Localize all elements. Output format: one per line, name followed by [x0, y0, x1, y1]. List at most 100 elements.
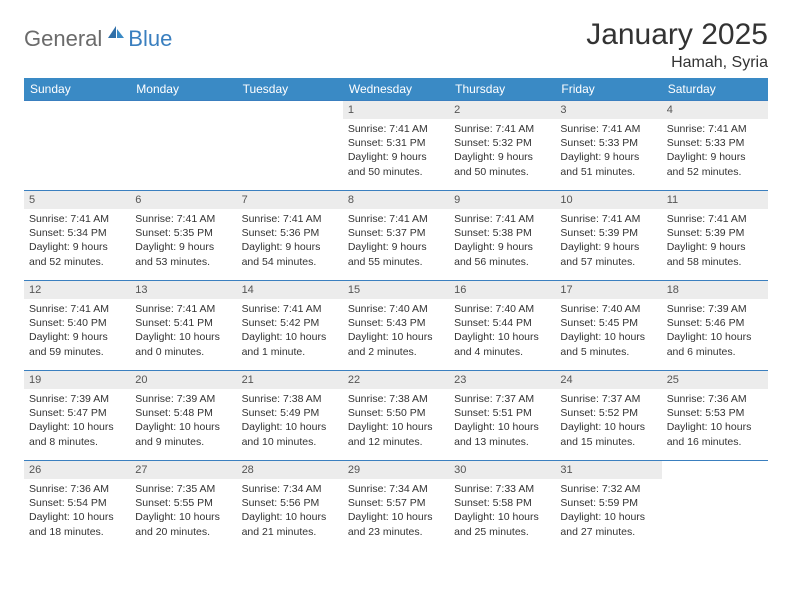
daylight-text: Daylight: 10 hours and 27 minutes. — [560, 510, 656, 538]
calendar-cell — [662, 461, 768, 551]
sunset-text: Sunset: 5:59 PM — [560, 496, 656, 510]
location-label: Hamah, Syria — [586, 54, 768, 72]
sunrise-text: Sunrise: 7:41 AM — [135, 302, 231, 316]
daylight-text: Daylight: 9 hours and 50 minutes. — [348, 150, 444, 178]
day-content: Sunrise: 7:41 AMSunset: 5:42 PMDaylight:… — [237, 299, 343, 364]
sunrise-text: Sunrise: 7:39 AM — [667, 302, 763, 316]
calendar-cell: 9Sunrise: 7:41 AMSunset: 5:38 PMDaylight… — [449, 191, 555, 281]
calendar-cell: 12Sunrise: 7:41 AMSunset: 5:40 PMDayligh… — [24, 281, 130, 371]
sunrise-text: Sunrise: 7:41 AM — [242, 212, 338, 226]
sunrise-text: Sunrise: 7:39 AM — [29, 392, 125, 406]
sunset-text: Sunset: 5:33 PM — [667, 136, 763, 150]
day-header-saturday: Saturday — [662, 78, 768, 101]
sunrise-text: Sunrise: 7:37 AM — [560, 392, 656, 406]
calendar-cell: 2Sunrise: 7:41 AMSunset: 5:32 PMDaylight… — [449, 101, 555, 191]
sunrise-text: Sunrise: 7:37 AM — [454, 392, 550, 406]
sunrise-text: Sunrise: 7:41 AM — [135, 212, 231, 226]
sunset-text: Sunset: 5:52 PM — [560, 406, 656, 420]
daylight-text: Daylight: 10 hours and 2 minutes. — [348, 330, 444, 358]
calendar-cell: 20Sunrise: 7:39 AMSunset: 5:48 PMDayligh… — [130, 371, 236, 461]
calendar-cell: 13Sunrise: 7:41 AMSunset: 5:41 PMDayligh… — [130, 281, 236, 371]
sunrise-text: Sunrise: 7:40 AM — [348, 302, 444, 316]
sunset-text: Sunset: 5:44 PM — [454, 316, 550, 330]
calendar-cell: 23Sunrise: 7:37 AMSunset: 5:51 PMDayligh… — [449, 371, 555, 461]
day-content: Sunrise: 7:39 AMSunset: 5:48 PMDaylight:… — [130, 389, 236, 454]
calendar-cell: 25Sunrise: 7:36 AMSunset: 5:53 PMDayligh… — [662, 371, 768, 461]
calendar-cell: 16Sunrise: 7:40 AMSunset: 5:44 PMDayligh… — [449, 281, 555, 371]
calendar-cell: 28Sunrise: 7:34 AMSunset: 5:56 PMDayligh… — [237, 461, 343, 551]
calendar-header-row: Sunday Monday Tuesday Wednesday Thursday… — [24, 78, 768, 101]
day-content: Sunrise: 7:35 AMSunset: 5:55 PMDaylight:… — [130, 479, 236, 544]
day-number: 7 — [237, 191, 343, 209]
day-number: 6 — [130, 191, 236, 209]
day-content: Sunrise: 7:41 AMSunset: 5:34 PMDaylight:… — [24, 209, 130, 274]
day-content: Sunrise: 7:36 AMSunset: 5:54 PMDaylight:… — [24, 479, 130, 544]
day-number: 20 — [130, 371, 236, 389]
calendar-cell: 18Sunrise: 7:39 AMSunset: 5:46 PMDayligh… — [662, 281, 768, 371]
calendar-page: General Blue January 2025 Hamah, Syria S… — [0, 0, 792, 569]
calendar-cell: 26Sunrise: 7:36 AMSunset: 5:54 PMDayligh… — [24, 461, 130, 551]
daylight-text: Daylight: 10 hours and 12 minutes. — [348, 420, 444, 448]
day-number: 5 — [24, 191, 130, 209]
day-content: Sunrise: 7:41 AMSunset: 5:39 PMDaylight:… — [555, 209, 661, 274]
sunrise-text: Sunrise: 7:41 AM — [242, 302, 338, 316]
calendar-row: 26Sunrise: 7:36 AMSunset: 5:54 PMDayligh… — [24, 461, 768, 551]
logo-text-blue: Blue — [128, 26, 172, 52]
calendar-cell — [130, 101, 236, 191]
sunset-text: Sunset: 5:51 PM — [454, 406, 550, 420]
day-content: Sunrise: 7:38 AMSunset: 5:49 PMDaylight:… — [237, 389, 343, 454]
calendar-cell: 21Sunrise: 7:38 AMSunset: 5:49 PMDayligh… — [237, 371, 343, 461]
logo-sail-icon — [106, 24, 126, 45]
daylight-text: Daylight: 10 hours and 8 minutes. — [29, 420, 125, 448]
calendar-cell — [24, 101, 130, 191]
day-number: 9 — [449, 191, 555, 209]
sunrise-text: Sunrise: 7:41 AM — [29, 302, 125, 316]
calendar-row: 5Sunrise: 7:41 AMSunset: 5:34 PMDaylight… — [24, 191, 768, 281]
daylight-text: Daylight: 10 hours and 20 minutes. — [135, 510, 231, 538]
day-number — [130, 101, 236, 107]
sunset-text: Sunset: 5:48 PM — [135, 406, 231, 420]
sunset-text: Sunset: 5:37 PM — [348, 226, 444, 240]
daylight-text: Daylight: 9 hours and 53 minutes. — [135, 240, 231, 268]
calendar-row: 19Sunrise: 7:39 AMSunset: 5:47 PMDayligh… — [24, 371, 768, 461]
sunrise-text: Sunrise: 7:38 AM — [242, 392, 338, 406]
sunset-text: Sunset: 5:56 PM — [242, 496, 338, 510]
sunrise-text: Sunrise: 7:41 AM — [348, 212, 444, 226]
sunset-text: Sunset: 5:55 PM — [135, 496, 231, 510]
day-number: 21 — [237, 371, 343, 389]
calendar-cell: 4Sunrise: 7:41 AMSunset: 5:33 PMDaylight… — [662, 101, 768, 191]
day-content: Sunrise: 7:41 AMSunset: 5:41 PMDaylight:… — [130, 299, 236, 364]
sunset-text: Sunset: 5:50 PM — [348, 406, 444, 420]
day-number: 29 — [343, 461, 449, 479]
calendar-cell: 10Sunrise: 7:41 AMSunset: 5:39 PMDayligh… — [555, 191, 661, 281]
sunset-text: Sunset: 5:46 PM — [667, 316, 763, 330]
day-number: 12 — [24, 281, 130, 299]
day-header-wednesday: Wednesday — [343, 78, 449, 101]
calendar-body: 1Sunrise: 7:41 AMSunset: 5:31 PMDaylight… — [24, 101, 768, 551]
day-number: 25 — [662, 371, 768, 389]
daylight-text: Daylight: 10 hours and 21 minutes. — [242, 510, 338, 538]
sunrise-text: Sunrise: 7:41 AM — [667, 212, 763, 226]
sunrise-text: Sunrise: 7:38 AM — [348, 392, 444, 406]
day-number: 17 — [555, 281, 661, 299]
day-content: Sunrise: 7:40 AMSunset: 5:45 PMDaylight:… — [555, 299, 661, 364]
logo: General Blue — [24, 24, 172, 53]
calendar-cell: 27Sunrise: 7:35 AMSunset: 5:55 PMDayligh… — [130, 461, 236, 551]
sunset-text: Sunset: 5:42 PM — [242, 316, 338, 330]
sunrise-text: Sunrise: 7:32 AM — [560, 482, 656, 496]
calendar-cell: 15Sunrise: 7:40 AMSunset: 5:43 PMDayligh… — [343, 281, 449, 371]
calendar-cell: 11Sunrise: 7:41 AMSunset: 5:39 PMDayligh… — [662, 191, 768, 281]
day-content: Sunrise: 7:41 AMSunset: 5:37 PMDaylight:… — [343, 209, 449, 274]
title-block: January 2025 Hamah, Syria — [586, 18, 768, 72]
day-content: Sunrise: 7:41 AMSunset: 5:35 PMDaylight:… — [130, 209, 236, 274]
day-content: Sunrise: 7:41 AMSunset: 5:40 PMDaylight:… — [24, 299, 130, 364]
sunrise-text: Sunrise: 7:35 AM — [135, 482, 231, 496]
calendar-cell: 22Sunrise: 7:38 AMSunset: 5:50 PMDayligh… — [343, 371, 449, 461]
daylight-text: Daylight: 10 hours and 10 minutes. — [242, 420, 338, 448]
day-content: Sunrise: 7:33 AMSunset: 5:58 PMDaylight:… — [449, 479, 555, 544]
sunset-text: Sunset: 5:35 PM — [135, 226, 231, 240]
calendar-table: Sunday Monday Tuesday Wednesday Thursday… — [24, 78, 768, 551]
calendar-cell: 19Sunrise: 7:39 AMSunset: 5:47 PMDayligh… — [24, 371, 130, 461]
sunset-text: Sunset: 5:39 PM — [560, 226, 656, 240]
sunset-text: Sunset: 5:47 PM — [29, 406, 125, 420]
